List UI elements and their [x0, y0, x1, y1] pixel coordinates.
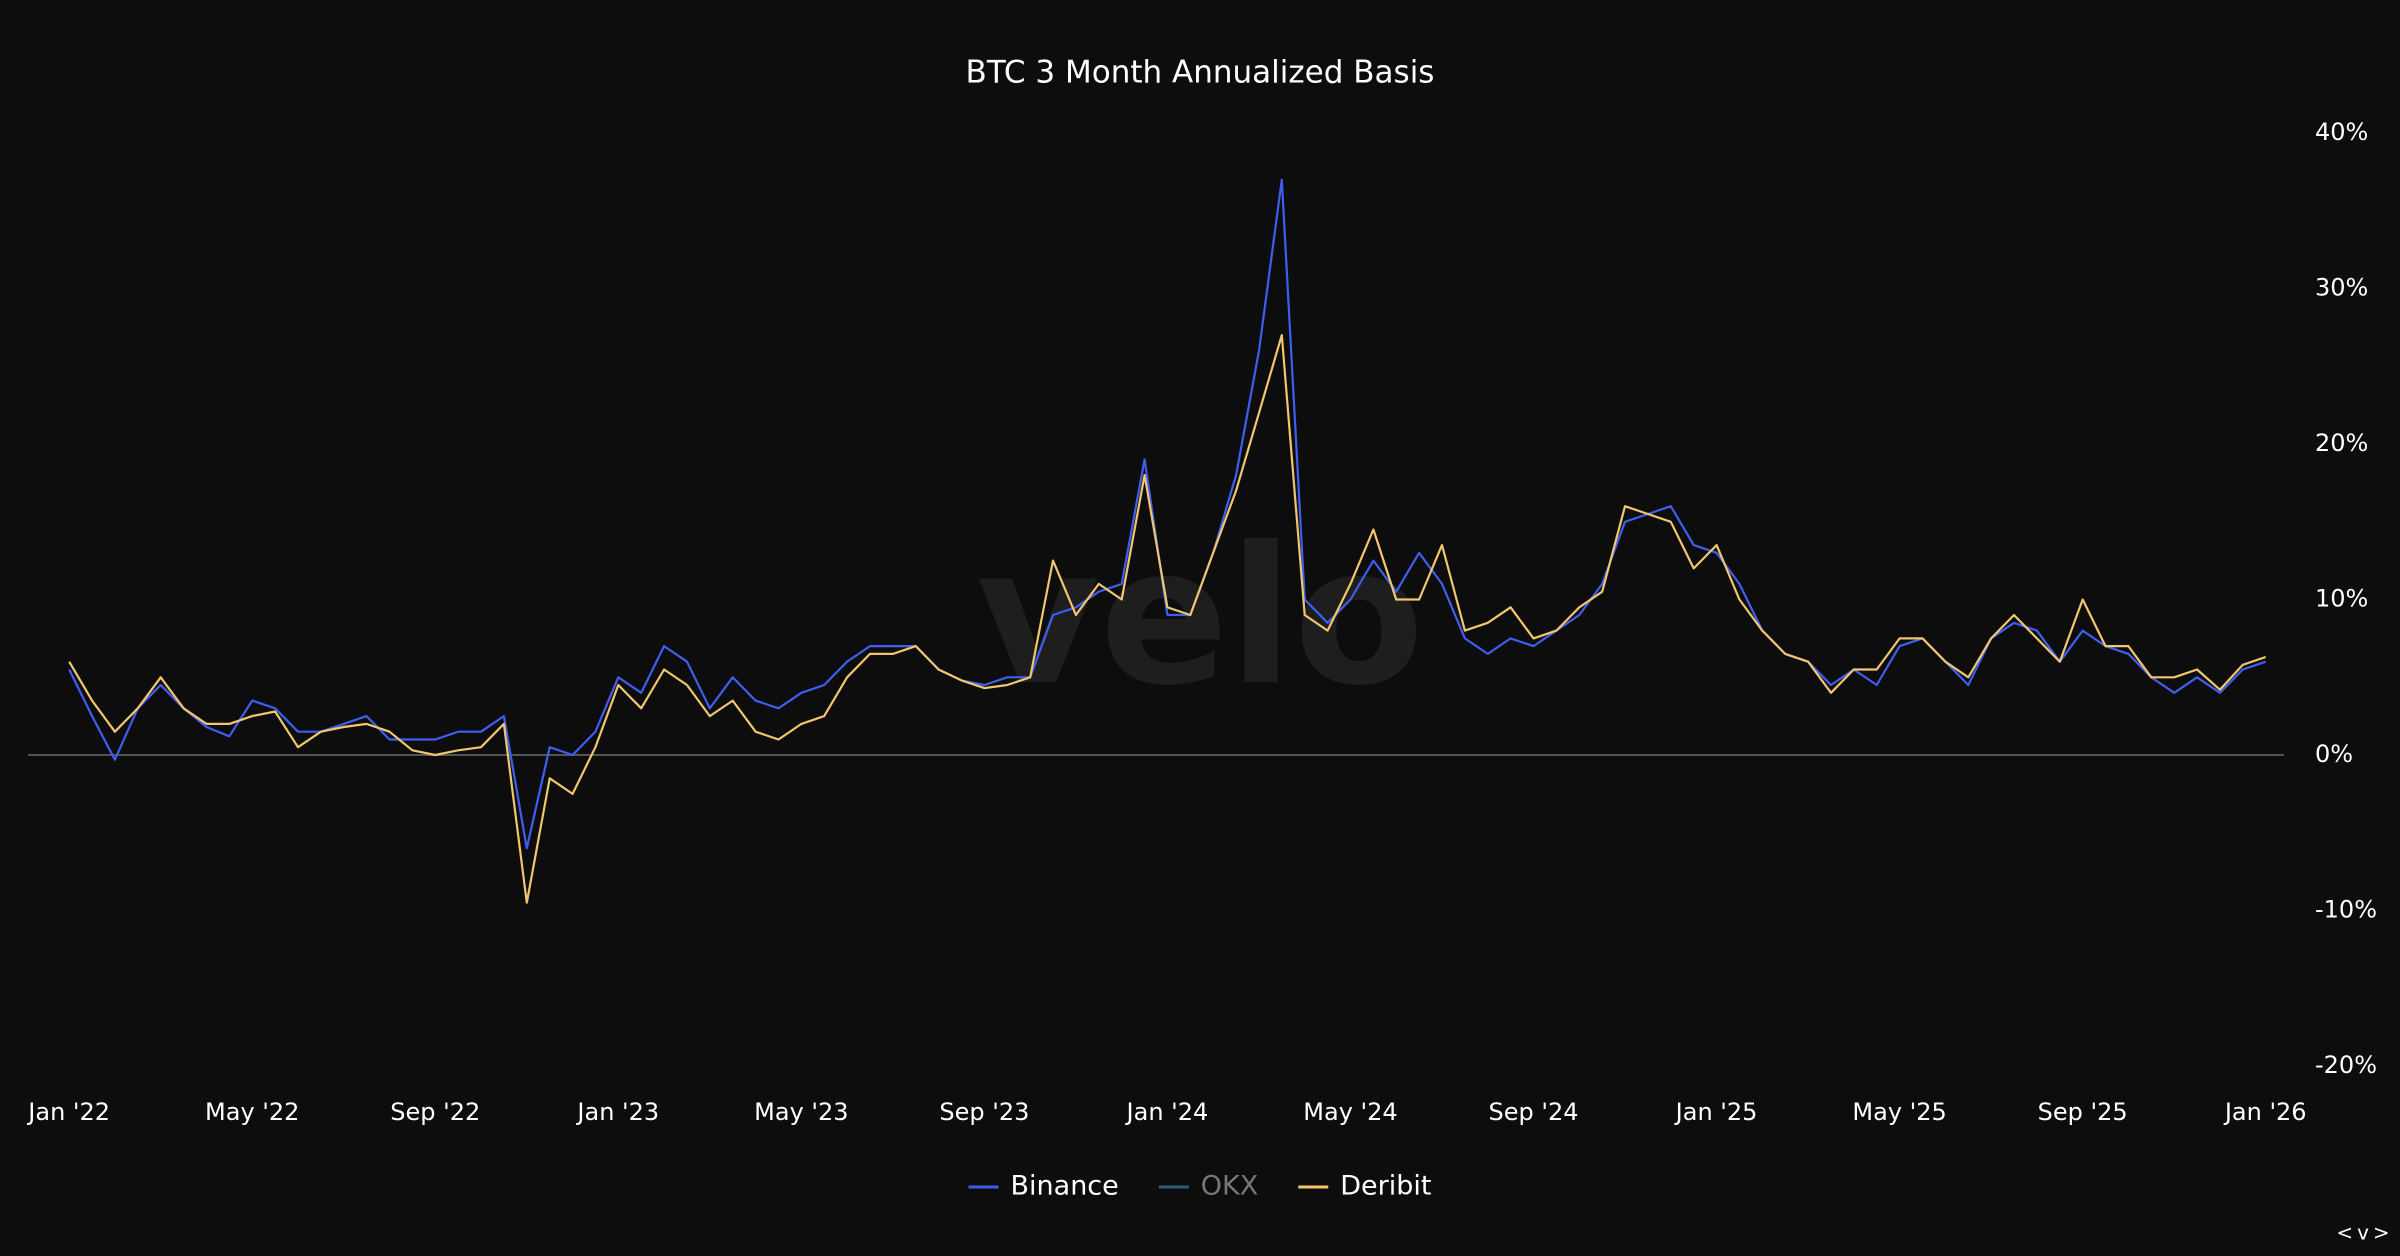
x-tick-label: Jan '23 [575, 1098, 659, 1126]
x-tick-label: Jan '22 [26, 1098, 110, 1126]
x-tick-label: Jan '25 [1674, 1098, 1758, 1126]
series-line [68, 178, 2267, 850]
x-tick-label: May '23 [754, 1098, 848, 1126]
corner-label[interactable]: <v> [2336, 1221, 2393, 1245]
legend-label: Deribit [1340, 1171, 1431, 1202]
y-tick-label: 40% [2315, 118, 2368, 146]
legend-item[interactable]: Binance [968, 1171, 1119, 1202]
chart-title: BTC 3 Month Annualized Basis [966, 55, 1435, 91]
legend-item[interactable]: Deribit [1298, 1171, 1431, 1202]
legend-label: Binance [1011, 1171, 1119, 1202]
x-tick-label: Jan '24 [1125, 1098, 1209, 1126]
y-tick-label: 30% [2315, 274, 2368, 302]
y-tick-label: -10% [2315, 896, 2377, 924]
x-tick-label: Sep '23 [939, 1098, 1029, 1126]
x-tick-label: Sep '24 [1489, 1098, 1579, 1126]
y-tick-label: 0% [2315, 740, 2353, 768]
x-tick-label: May '24 [1303, 1098, 1397, 1126]
y-tick-label: 20% [2315, 429, 2368, 457]
watermark: velo [976, 506, 1424, 727]
x-tick-label: Sep '25 [2038, 1098, 2128, 1126]
y-tick-label: -20% [2315, 1051, 2377, 1079]
series-line [68, 334, 2267, 904]
x-tick-label: Sep '22 [390, 1098, 480, 1126]
legend-label: OKX [1201, 1171, 1258, 1202]
legend-item[interactable]: OKX [1158, 1171, 1258, 1202]
x-tick-label: May '22 [205, 1098, 299, 1126]
x-tick-label: May '25 [1852, 1098, 1946, 1126]
x-tick-label: Jan '26 [2223, 1098, 2307, 1126]
y-tick-label: 10% [2315, 585, 2368, 613]
